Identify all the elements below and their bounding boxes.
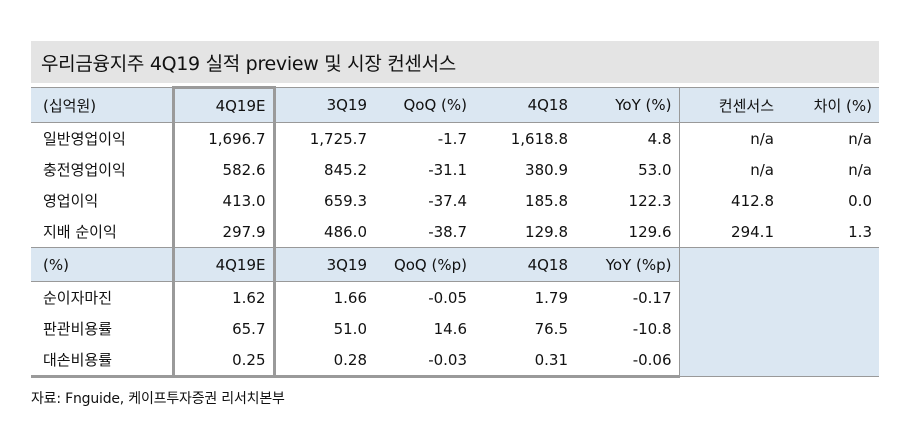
table-cell: 4.8: [647, 129, 672, 148]
table-cell: 297.9: [171, 216, 276, 248]
table-cell: -1.7: [437, 129, 467, 148]
table-cell: 413.0: [171, 185, 276, 216]
row-label: 일반영업이익: [43, 130, 126, 148]
table-cell: 380.9: [525, 160, 568, 179]
table-cell: -38.7: [428, 222, 467, 241]
table-row: 대손비용률 0.25 0.28 -0.03 0.31 -0.06: [31, 344, 879, 378]
row-label: 판관비용률: [43, 320, 113, 338]
header-cell: QoQ (%p): [374, 247, 474, 282]
table-cell: 129.8: [525, 222, 568, 241]
table-cell: 1,618.8: [510, 129, 568, 148]
source-note: 자료: Fnguide, 케이프투자증권 리서치본부: [31, 391, 285, 407]
table-cell: 122.3: [628, 191, 672, 210]
row-label: 지배 순이익: [43, 223, 117, 241]
header-cell: 3Q19: [274, 247, 374, 282]
table-row: 영업이익 413.0 659.3 -37.4 185.8 122.3 412.8…: [31, 185, 879, 216]
table-row: 판관비용률 65.7 51.0 14.6 76.5 -10.8: [31, 313, 879, 344]
header-cell: YoY (%p): [575, 247, 679, 282]
table-cell: n/a: [678, 154, 781, 185]
table-row: 충전영업이익 582.6 845.2 -31.1 380.9 53.0 n/a …: [31, 154, 879, 185]
header-cell: QoQ (%): [374, 87, 474, 123]
table-row: 지배 순이익 297.9 486.0 -38.7 129.8 129.6 294…: [31, 216, 879, 248]
table-cell: 1.62: [171, 281, 276, 313]
header-cell: 3Q19: [274, 87, 374, 123]
table-cell: 486.0: [324, 222, 367, 241]
table-cell: -0.06: [575, 344, 679, 378]
table-cell: -0.17: [632, 288, 672, 307]
table-cell: 53.0: [638, 160, 672, 179]
table-cell: 1,725.7: [309, 129, 367, 148]
header-cell: 차이 (%): [781, 87, 879, 123]
table-cell: 14.6: [433, 319, 467, 338]
table-cell: 582.6: [171, 154, 276, 185]
table-title: 우리금융지주 4Q19 실적 preview 및 시장 컨센서스: [41, 53, 456, 75]
table-row: 순이자마진 1.62 1.66 -0.05 1.79 -0.17: [31, 281, 879, 313]
header-cell: (십억원): [31, 87, 173, 123]
table-cell: 65.7: [171, 313, 276, 344]
empty-gray-block: [678, 247, 879, 377]
table-cell: 659.3: [324, 191, 367, 210]
row-label: 순이자마진: [43, 289, 113, 307]
header-cell: (%): [31, 247, 173, 282]
header-cell: 컨센서스: [678, 87, 781, 123]
table-cell: 412.8: [678, 185, 781, 216]
table-cell: 0.28: [274, 344, 374, 378]
table-title-bar: 우리금융지주 4Q19 실적 preview 및 시장 컨센서스: [31, 41, 879, 83]
table-cell: n/a: [678, 122, 781, 154]
row-label: 대손비용률: [31, 344, 173, 378]
section2-header-row: (%) 4Q19E 3Q19 QoQ (%p) 4Q18 YoY (%p): [31, 247, 879, 377]
header-cell: 4Q18: [474, 87, 575, 123]
header-cell: 4Q19E: [171, 247, 276, 282]
table-cell: 0.31: [474, 344, 575, 378]
section1-header-row: (십억원) 4Q19E 3Q19 QoQ (%) 4Q18 YoY (%) 컨센…: [31, 86, 879, 123]
table-cell: -10.8: [632, 319, 672, 338]
header-cell: 4Q18: [474, 247, 575, 282]
row-label: 충전영업이익: [43, 161, 126, 179]
table-cell: 76.5: [534, 319, 568, 338]
table-cell: 294.1: [678, 216, 781, 248]
header-cell: 4Q19E: [171, 86, 276, 123]
table-cell: 1.66: [333, 288, 367, 307]
earnings-table: (십억원) 4Q19E 3Q19 QoQ (%) 4Q18 YoY (%) 컨센…: [31, 86, 879, 378]
table-cell: 1.3: [848, 222, 872, 241]
table-cell: 185.8: [525, 191, 568, 210]
table-cell: 0.25: [171, 344, 276, 378]
table-cell: 129.6: [628, 222, 672, 241]
table-cell: -0.05: [428, 288, 467, 307]
table-cell: 0.0: [848, 191, 872, 210]
table-cell: -31.1: [428, 160, 467, 179]
row-label: 영업이익: [43, 192, 99, 210]
table-cell: -37.4: [428, 191, 467, 210]
table-cell: 51.0: [333, 319, 367, 338]
table-cell: 1.79: [534, 288, 568, 307]
table-cell: -0.03: [374, 344, 474, 378]
table-cell: n/a: [848, 160, 872, 179]
table-cell: n/a: [848, 129, 872, 148]
header-cell: YoY (%): [575, 87, 679, 123]
table-cell: 845.2: [324, 160, 367, 179]
table-row: 일반영업이익 1,696.7 1,725.7 -1.7 1,618.8 4.8 …: [31, 122, 879, 154]
table-cell: 1,696.7: [171, 122, 276, 154]
